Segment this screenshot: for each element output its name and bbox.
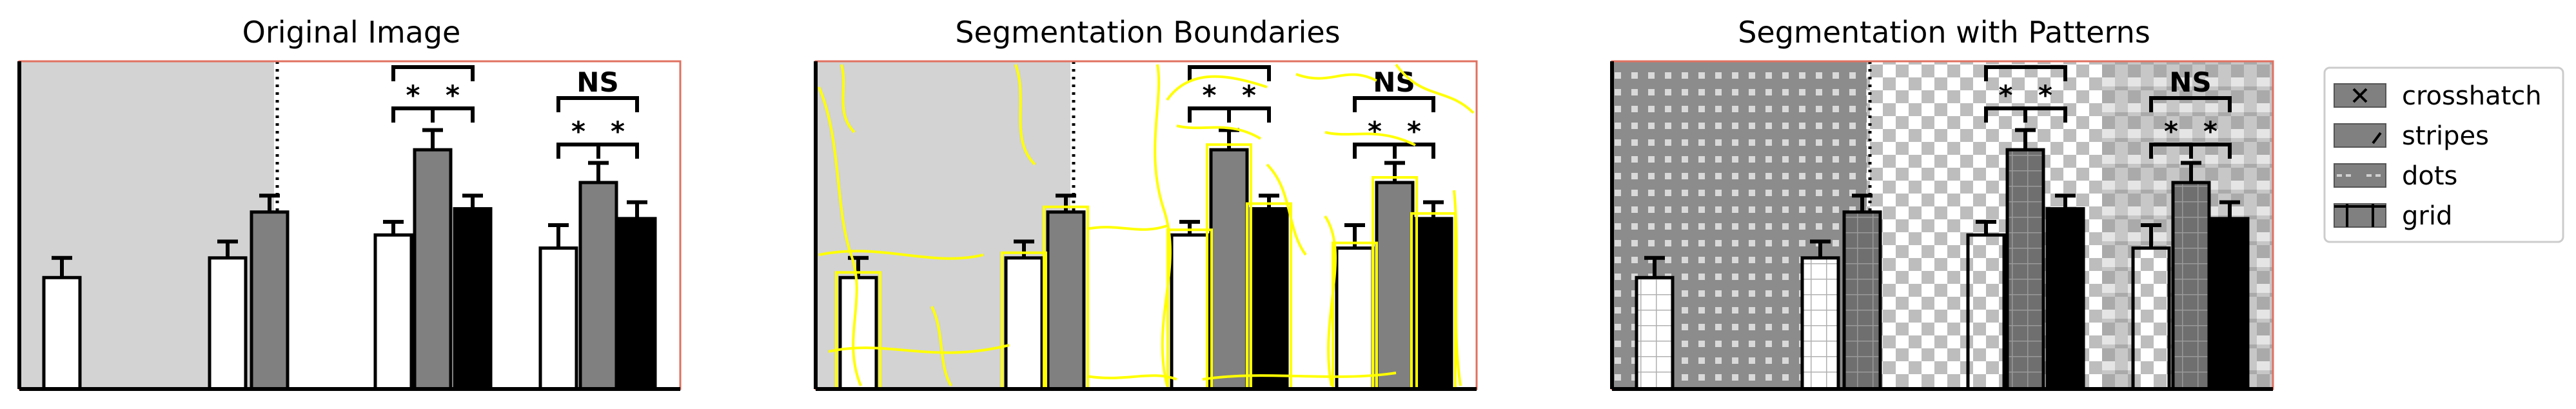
- significance-star: *: [1999, 79, 2013, 111]
- significance-ns: NS: [1373, 66, 1415, 98]
- significance-ns: NS: [576, 66, 618, 98]
- legend-box: [2323, 66, 2564, 243]
- legend-item-crosshatch: crosshatch: [2334, 81, 2542, 111]
- segment-boundary: [1202, 372, 1397, 381]
- significance-star: *: [1407, 115, 1421, 147]
- panel-title-boundaries: Segmentation Boundaries: [955, 15, 1340, 50]
- segment-boundary: [1266, 163, 1307, 256]
- bar: [2171, 181, 2211, 391]
- segment-boundary: [840, 64, 856, 134]
- bar: [1375, 181, 1415, 391]
- bar: [1249, 207, 1289, 391]
- significance-bracket: [391, 65, 475, 81]
- significance-bracket: [2189, 143, 2232, 159]
- segment-boundary: [930, 306, 952, 387]
- significance-bracket: [2149, 96, 2232, 112]
- significance-ns: NS: [2169, 66, 2211, 98]
- significance-star: *: [406, 79, 420, 111]
- bar: [617, 217, 657, 391]
- significance-star: *: [446, 79, 460, 111]
- segment-boundary: [818, 86, 862, 386]
- grid-swatch: [2334, 203, 2386, 228]
- significance-star: *: [571, 115, 585, 147]
- bar: [1170, 233, 1210, 391]
- bar: [42, 275, 82, 391]
- significance-star: *: [2164, 115, 2178, 147]
- bar: [1004, 256, 1044, 391]
- legend-item-stripes: stripes: [2334, 121, 2489, 151]
- segment-boundary: [818, 250, 984, 260]
- segment-boundary: [1014, 64, 1036, 166]
- bar: [373, 233, 413, 391]
- bar: [2131, 246, 2171, 391]
- bar: [1635, 275, 1675, 391]
- segment-boundary: [1295, 73, 1377, 82]
- bar: [838, 275, 878, 391]
- bar: [1800, 256, 1840, 391]
- bar: [1209, 148, 1249, 391]
- significance-bracket: [1188, 65, 1271, 81]
- legend-item-dots: dots: [2334, 161, 2457, 191]
- bar: [413, 148, 453, 391]
- legend: crosshatch stripes dots grid: [2323, 66, 2564, 243]
- significance-bracket: [1227, 106, 1271, 123]
- significance-star: *: [1242, 79, 1256, 111]
- legend-label-stripes: stripes: [2402, 121, 2489, 151]
- panel-title-original: Original Image: [242, 15, 461, 50]
- panel-patterns: * * * * NS: [1610, 60, 2274, 391]
- segment-boundary: [1324, 131, 1416, 146]
- significance-star: *: [1203, 79, 1217, 111]
- bar: [2005, 148, 2045, 391]
- significance-star: *: [611, 115, 625, 147]
- legend-label-crosshatch: crosshatch: [2402, 81, 2542, 111]
- legend-item-grid: grid: [2334, 201, 2452, 231]
- bar: [1966, 233, 2006, 391]
- bar: [1046, 210, 1086, 391]
- crosshatch-swatch: [2334, 83, 2386, 108]
- segment-boundary: [1176, 125, 1262, 140]
- bar: [1335, 246, 1375, 391]
- significance-bracket: [596, 143, 639, 159]
- bar: [1842, 210, 1882, 391]
- segment-boundary: [1086, 224, 1168, 231]
- significance-bracket: [556, 96, 639, 112]
- significance-bracket: [1984, 65, 2067, 81]
- segment-boundary: [1154, 64, 1172, 386]
- dots-swatch: [2334, 163, 2386, 188]
- segment-boundary: [1166, 75, 1268, 101]
- stripes-swatch: [2334, 123, 2386, 148]
- bar: [2045, 207, 2085, 391]
- bar: [1413, 217, 1453, 391]
- panel-boundaries: * * * * NS: [814, 60, 1478, 391]
- significance-star: *: [2038, 79, 2052, 111]
- panel-original: * * * * NS: [17, 60, 682, 391]
- legend-label-grid: grid: [2402, 201, 2452, 231]
- bar: [250, 210, 290, 391]
- significance-star: *: [1368, 115, 1382, 147]
- legend-label-dots: dots: [2402, 161, 2457, 191]
- significance-star: *: [2203, 115, 2217, 147]
- bar: [2210, 217, 2250, 391]
- significance-bracket: [1353, 96, 1435, 112]
- bar: [578, 181, 618, 391]
- segment-boundary: [828, 344, 1010, 354]
- panel-title-patterns: Segmentation with Patterns: [1738, 15, 2150, 50]
- significance-bracket: [431, 106, 475, 123]
- bar: [453, 207, 493, 391]
- bar: [208, 256, 248, 391]
- bar: [538, 246, 578, 391]
- segment-boundary: [1395, 63, 1475, 114]
- significance-bracket: [2023, 106, 2067, 123]
